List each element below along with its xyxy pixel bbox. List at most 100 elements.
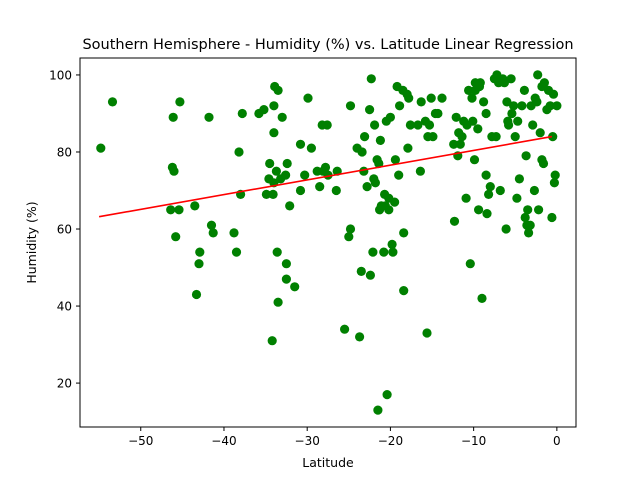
regression-layer — [98, 135, 553, 218]
data-point — [495, 185, 505, 196]
data-point — [465, 259, 475, 269]
data-point — [390, 197, 400, 207]
data-point — [548, 89, 559, 99]
data-point — [510, 132, 520, 142]
data-point — [547, 212, 557, 223]
data-point — [422, 328, 432, 338]
data-point — [451, 112, 461, 122]
y-tick-label: 20 — [57, 377, 72, 391]
data-point — [384, 205, 394, 215]
data-point — [344, 232, 354, 242]
data-point — [534, 205, 544, 215]
data-point — [504, 120, 514, 130]
x-tick-label: −20 — [378, 434, 403, 448]
data-point — [461, 193, 471, 203]
y-tick-label: 40 — [57, 300, 72, 314]
data-point — [405, 120, 415, 130]
data-point — [449, 216, 460, 226]
data-point — [168, 112, 178, 122]
data-point — [285, 201, 295, 211]
data-point — [404, 93, 414, 103]
data-point — [315, 182, 325, 192]
data-point — [281, 274, 291, 284]
data-point — [206, 220, 217, 230]
data-point — [533, 70, 543, 80]
data-point — [365, 270, 375, 280]
data-point — [360, 132, 370, 142]
data-point — [387, 239, 397, 249]
data-point — [474, 205, 484, 215]
points-layer — [96, 70, 562, 415]
data-point — [529, 185, 540, 196]
data-point — [265, 158, 275, 169]
data-point — [174, 205, 184, 215]
data-point — [166, 205, 176, 215]
data-point — [484, 189, 494, 199]
y-tick-label: 80 — [57, 145, 72, 159]
data-point — [191, 289, 202, 300]
data-point — [499, 78, 509, 88]
data-point — [237, 108, 247, 119]
data-point — [107, 97, 118, 107]
x-tick-label: −10 — [461, 434, 486, 448]
data-point — [415, 166, 425, 176]
data-point — [194, 259, 204, 269]
data-point — [482, 209, 492, 219]
data-point — [426, 93, 436, 103]
data-point — [373, 405, 383, 415]
data-point — [171, 232, 181, 242]
data-point — [514, 174, 525, 184]
data-point — [517, 101, 527, 111]
data-point — [366, 74, 376, 84]
y-axis-ticks: 20 40 60 80 100 — [49, 68, 80, 391]
data-point — [520, 212, 530, 223]
data-point — [282, 158, 292, 169]
data-point — [468, 116, 478, 126]
data-point — [525, 220, 535, 230]
data-point — [433, 108, 443, 119]
data-point — [473, 124, 483, 134]
data-point — [281, 170, 291, 180]
data-point — [552, 101, 562, 111]
x-axis-label: Latitude — [302, 455, 354, 470]
data-point — [477, 293, 487, 303]
data-point — [550, 170, 560, 180]
data-point — [457, 132, 467, 142]
data-point — [362, 182, 372, 192]
data-point — [231, 247, 242, 257]
data-point — [306, 143, 316, 153]
data-point — [345, 224, 356, 234]
x-tick-label: 0 — [553, 434, 561, 448]
data-point — [273, 85, 283, 95]
data-point — [388, 247, 398, 257]
data-point — [549, 178, 560, 188]
data-point — [464, 85, 474, 95]
chart-title: Southern Hemisphere - Humidity (%) vs. L… — [82, 37, 573, 53]
data-point — [524, 228, 534, 238]
data-point — [281, 259, 291, 269]
data-point — [259, 105, 269, 115]
x-tick-label: −30 — [295, 434, 320, 448]
data-point — [295, 139, 306, 149]
data-point — [356, 266, 366, 276]
data-point — [322, 120, 332, 130]
data-point — [485, 182, 495, 192]
data-point — [273, 297, 283, 307]
data-point — [538, 158, 549, 169]
data-point — [303, 93, 313, 103]
data-point — [424, 120, 435, 130]
data-point — [375, 135, 385, 145]
data-point — [390, 155, 400, 165]
data-point — [234, 147, 244, 157]
data-point — [399, 228, 409, 238]
data-point — [399, 286, 409, 296]
data-point — [481, 170, 491, 180]
data-point — [512, 193, 522, 203]
data-point — [290, 282, 300, 292]
data-point — [481, 108, 491, 119]
y-tick-label: 100 — [49, 68, 72, 82]
data-point — [300, 170, 310, 180]
data-point — [268, 189, 278, 199]
